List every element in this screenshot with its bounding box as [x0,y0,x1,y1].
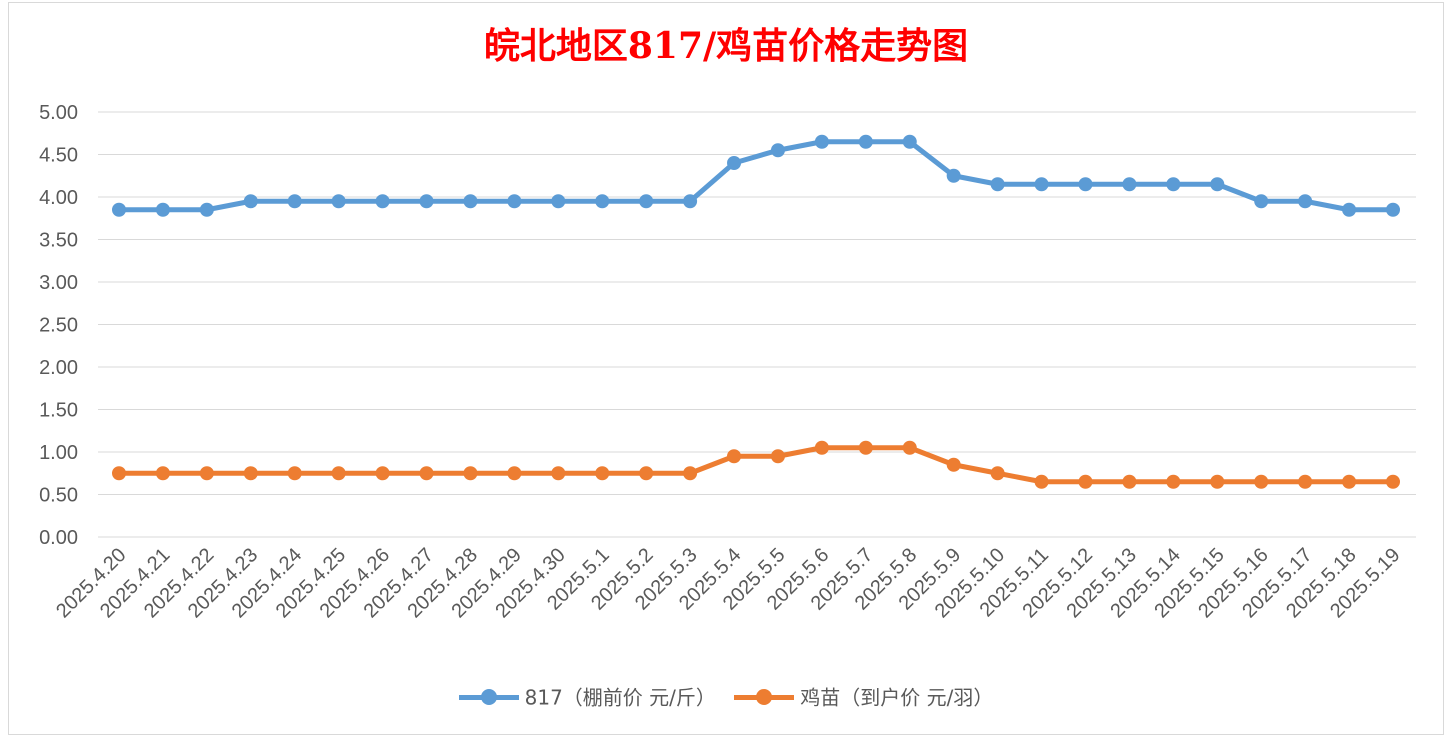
data-point[interactable] [595,466,610,481]
data-point[interactable] [1386,474,1400,489]
data-point[interactable] [946,457,961,472]
data-point[interactable] [507,194,522,209]
data-point[interactable] [814,440,829,455]
gridlines [98,111,1416,538]
data-point[interactable] [639,194,654,209]
data-point[interactable] [902,440,917,455]
legend-label-chick: 鸡苗（到户价 元/羽） [800,685,994,710]
data-point[interactable] [243,194,258,209]
data-point[interactable] [990,466,1005,481]
data-point[interactable] [155,202,170,217]
data-point[interactable] [1078,474,1093,489]
data-point[interactable] [1210,474,1225,489]
data-point[interactable] [858,134,873,149]
series-lines [112,134,1400,489]
data-point[interactable] [1298,194,1313,209]
data-point[interactable] [155,466,170,481]
data-point[interactable] [199,466,214,481]
data-point[interactable] [1034,177,1049,192]
data-point[interactable] [946,168,961,183]
data-point[interactable] [551,466,566,481]
chart-title: 皖北地区817/鸡苗价格走势图 [483,25,969,67]
legend-swatch-817 [458,689,519,706]
y-tick-label: 1.00 [39,442,78,464]
legend-marker-817 [480,689,497,706]
data-point[interactable] [199,202,214,217]
chart-area[interactable] [8,2,1444,735]
data-point[interactable] [112,202,126,217]
data-point[interactable] [1078,177,1093,192]
data-point[interactable] [814,134,829,149]
data-point[interactable] [1342,474,1357,489]
y-tick-label: 0.50 [39,485,78,507]
data-point[interactable] [770,143,785,158]
data-point[interactable] [419,194,434,209]
data-point[interactable] [507,466,522,481]
data-point[interactable] [243,466,258,481]
y-axis: 0.00 0.50 1.00 1.50 2.00 2.50 3.00 3.50 4.00 4.50… [39,102,78,549]
legend-item-chick[interactable]: 鸡苗（到户价 元/羽） [734,681,993,713]
data-point[interactable] [1122,474,1137,489]
y-tick-label: 0.00 [39,527,78,549]
data-point[interactable] [770,449,785,464]
data-point[interactable] [287,466,302,481]
legend-label-817: 817（棚前价 元/斤） [524,685,716,710]
data-point[interactable] [112,466,126,481]
legend-item-817[interactable]: 817（棚前价 元/斤） [458,681,716,713]
data-point[interactable] [1210,177,1225,192]
x-axis: 2025.4.202025.4.212025.4.222025.4.232025… [52,544,1404,622]
y-tick-label: 1.50 [39,400,78,422]
data-point[interactable] [463,466,478,481]
y-tick-label: 4.50 [39,145,78,167]
legend-swatch-chick [734,689,795,706]
data-point[interactable] [683,466,698,481]
data-point[interactable] [595,194,610,209]
data-point[interactable] [419,466,434,481]
legend: 817（棚前价 元/斤） 鸡苗（到户价 元/羽） [0,680,1452,712]
data-point[interactable] [727,156,742,170]
series-line [116,445,1396,485]
data-point[interactable] [551,194,566,209]
data-point[interactable] [1342,202,1357,217]
data-point[interactable] [287,194,302,209]
data-point[interactable] [1122,177,1137,192]
y-tick-label: 4.00 [39,187,78,209]
series-1 [112,440,1400,489]
data-point[interactable] [1254,194,1269,209]
data-point[interactable] [331,466,346,481]
series-0 [112,134,1400,217]
data-point[interactable] [1298,474,1313,489]
data-point[interactable] [990,177,1005,192]
y-tick-label: 2.00 [39,357,78,379]
y-tick-label: 3.50 [39,230,78,252]
data-point[interactable] [463,194,478,209]
data-point[interactable] [639,466,654,481]
data-point[interactable] [1034,474,1049,489]
data-point[interactable] [331,194,346,209]
data-point[interactable] [1386,202,1400,217]
y-tick-label: 2.50 [39,315,78,337]
y-tick-label: 5.00 [39,102,78,124]
data-point[interactable] [902,134,917,149]
data-point[interactable] [1166,474,1181,489]
data-point[interactable] [375,466,390,481]
data-point[interactable] [858,440,873,455]
data-point[interactable] [683,194,698,209]
legend-marker-chick [756,689,773,706]
series-line [116,139,1396,213]
y-tick-label: 3.00 [39,272,78,294]
data-point[interactable] [727,449,742,464]
data-point[interactable] [1166,177,1181,192]
data-point[interactable] [1254,474,1269,489]
data-point[interactable] [375,194,390,209]
